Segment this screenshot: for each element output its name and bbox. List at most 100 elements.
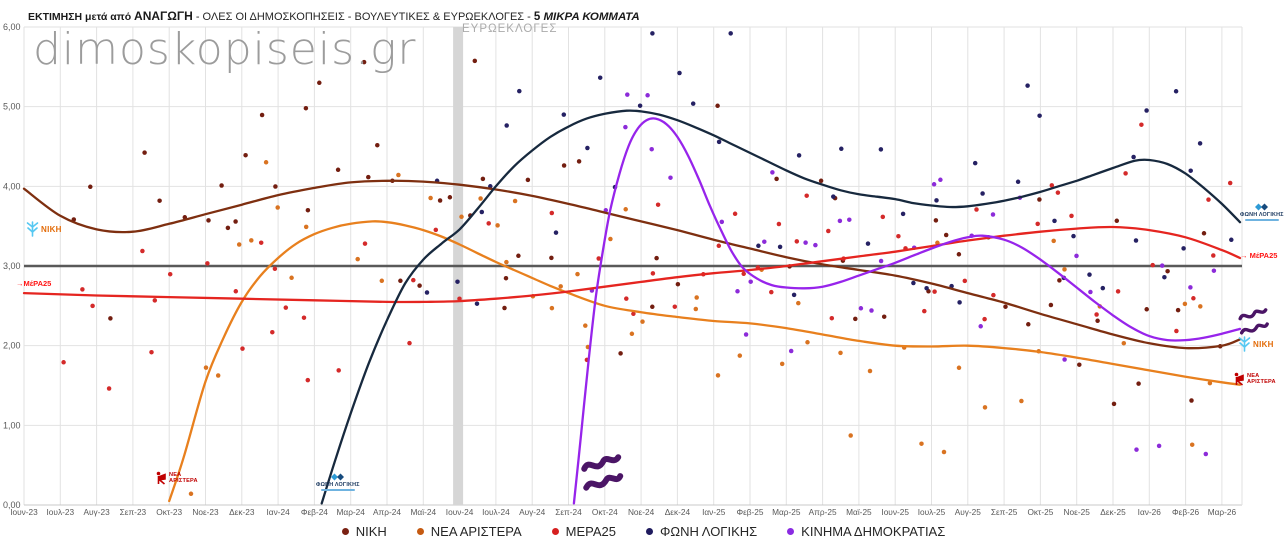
y-axis-labels: 0,00 1,00 2,00 3,00 4,00 5,00 6,00: [3, 22, 21, 510]
svg-text:Νοε-24: Νοε-24: [628, 507, 655, 517]
niki-bird-icon: [26, 221, 39, 237]
legend-item-4: ΦΩΝΗ ΛΟΓΙΚΗΣ: [646, 524, 757, 539]
svg-text:Μαρ-24: Μαρ-24: [336, 507, 365, 517]
scatter-2: [188, 160, 1213, 497]
svg-text:4,00: 4,00: [3, 181, 21, 191]
foni-logikis-label-right: ΦΩΝΗ ΛΟΓΙΚΗΣ: [1240, 203, 1284, 221]
niki-label-left: ΝΙΚΗ: [26, 221, 62, 237]
mera25-label-text: → ΜέΡΑ25: [1240, 251, 1278, 260]
kinima-scribble-icon: [1238, 308, 1269, 335]
svg-text:0,00: 0,00: [3, 500, 21, 510]
foni-logikis-eye-icon: [1255, 203, 1269, 211]
legend-item-5: ΚΙΝΗΜΑ ΔΗΜΟΚΡΑΤΙΑΣ: [787, 524, 945, 539]
scatter-1: [71, 58, 1223, 407]
legend-dot: [341, 528, 349, 535]
legend-label: ΜΕΡΑ25: [565, 524, 617, 539]
svg-text:Φεβ-25: Φεβ-25: [736, 507, 763, 517]
svg-text:Οκτ-25: Οκτ-25: [1027, 507, 1053, 517]
legend-item-3: ΜΕΡΑ25: [551, 524, 617, 539]
svg-text:6,00: 6,00: [3, 22, 21, 32]
title-anagogi: ΑΝΑΓΩΓΗ: [134, 9, 193, 23]
mera25-label-right: → ΜέΡΑ25: [1240, 251, 1277, 260]
svg-text:Δεκ-25: Δεκ-25: [1100, 507, 1126, 517]
svg-text:Ιαν-26: Ιαν-26: [1138, 507, 1162, 517]
niki-label-text: ΝΙΚΗ: [41, 224, 62, 234]
legend-dot: [551, 528, 559, 535]
svg-text:Δεκ-23: Δεκ-23: [229, 507, 255, 517]
svg-text:Σεπ-23: Σεπ-23: [120, 507, 147, 517]
nea-aristera-line1: ΝΕΑ: [1247, 372, 1260, 379]
chart-title: ΕΚΤΙΜΗΣΗ μετά από ΑΝΑΓΩΓΗ - ΟΛΕΣ ΟΙ ΔΗΜΟ…: [28, 7, 640, 25]
svg-text:Ιουν-24: Ιουν-24: [446, 507, 474, 517]
trend-line-2: [168, 220, 1242, 503]
legend-label: ΦΩΝΗ ΛΟΓΙΚΗΣ: [660, 524, 758, 539]
niki-label-text: ΝΙΚΗ: [1253, 339, 1274, 349]
svg-text:1,00: 1,00: [3, 420, 21, 430]
title-middle: - ΟΛΕΣ ΟΙ ΔΗΜΟΣΚΟΠΗΣΕΙΣ - ΒΟΥΛΕΥΤΙΚΕΣ & …: [192, 11, 534, 23]
svg-text:Ιουλ-24: Ιουλ-24: [482, 507, 510, 517]
legend-item-2: ΝΕΑ ΑΡΙΣΤΕΡΑ: [416, 524, 522, 539]
title-small-parties: ΜΙΚΡΑ ΚΟΜΜΑΤΑ: [540, 11, 640, 23]
nea-aristera-line2: ΑΡΙΣΤΕΡΑ: [1247, 378, 1276, 385]
svg-text:Ιαν-25: Ιαν-25: [702, 507, 726, 517]
svg-text:Φεβ-24: Φεβ-24: [301, 507, 328, 517]
niki-label-right: ΝΙΚΗ: [1238, 336, 1274, 352]
kinima-dimokratias-logo-left: [580, 452, 624, 498]
svg-text:Μαρ-26: Μαρ-26: [1208, 507, 1237, 517]
foni-logikis-sub-bar: [1244, 219, 1279, 221]
foni-logikis-sub-bar: [320, 489, 355, 491]
svg-text:Απρ-24: Απρ-24: [373, 507, 401, 517]
chart-legend: ΝΙΚΗ ΝΕΑ ΑΡΙΣΤΕΡΑ ΜΕΡΑ25 ΦΩΝΗ ΛΟΓΙΚΗΣ ΚΙΝΗΜΑ…: [0, 524, 1287, 539]
svg-text:Φεβ-26: Φεβ-26: [1172, 507, 1199, 517]
svg-text:Αυγ-24: Αυγ-24: [519, 507, 546, 517]
svg-text:Μαρ-25: Μαρ-25: [772, 507, 801, 517]
kinima-dimokratias-logo-right: [1237, 306, 1270, 341]
svg-text:Μαϊ-25: Μαϊ-25: [846, 507, 872, 517]
svg-text:Δεκ-24: Δεκ-24: [665, 507, 691, 517]
nea-aristera-figure-icon: [1234, 372, 1244, 386]
svg-text:3,00: 3,00: [3, 261, 21, 271]
title-count: 5: [533, 11, 541, 23]
svg-text:Νοε-23: Νοε-23: [192, 507, 219, 517]
svg-text:Απρ-25: Απρ-25: [809, 507, 837, 517]
nea-aristera-line2: ΑΡΙΣΤΕΡΑ: [169, 477, 198, 484]
svg-text:Ιουλ-25: Ιουλ-25: [918, 507, 946, 517]
euro-elections-band-label: ΕΥΡΩΕΚΛΟΓΕΣ: [462, 23, 558, 35]
scatter-3: [61, 122, 1233, 391]
kinima-scribble-icon: [581, 454, 624, 491]
foni-logikis-label-text: ΦΩΝΗ ΛΟΓΙΚΗΣ: [1240, 212, 1284, 218]
svg-text:Αυγ-25: Αυγ-25: [955, 507, 982, 517]
x-axis-labels: Ιουν-23 Ιουλ-23 Αυγ-23 Σεπ-23 Οκτ-23 Νοε-23 Δε…: [10, 507, 1236, 517]
legend-dot: [787, 528, 795, 535]
svg-text:Νοε-25: Νοε-25: [1064, 507, 1091, 517]
trend-line-5: [572, 117, 1242, 505]
svg-text:Ιουν-25: Ιουν-25: [881, 507, 909, 517]
watermark-dimoskopiseis: dimoskopiseis.gr: [33, 24, 417, 75]
nea-aristera-label-left: ΝΕΑ ΑΡΙΣΤΕΡΑ: [155, 471, 198, 486]
trend-line-4: [320, 109, 1242, 505]
title-prefix: ΕΚΤΙΜΗΣΗ μετά από: [28, 11, 135, 23]
nea-aristera-figure-icon: [156, 471, 166, 485]
foni-logikis-label-text: ΦΩΝΗ ΛΟΓΙΚΗΣ: [316, 482, 360, 488]
svg-text:Ιαν-24: Ιαν-24: [266, 507, 290, 517]
svg-text:Σεπ-25: Σεπ-25: [991, 507, 1018, 517]
svg-text:Σεπ-24: Σεπ-24: [555, 507, 582, 517]
nea-aristera-line1: ΝΕΑ: [169, 471, 182, 478]
mera25-label-left: →ΜέΡΑ25: [16, 279, 51, 288]
niki-bird-icon: [1238, 336, 1251, 352]
legend-dot: [416, 528, 424, 535]
svg-text:5,00: 5,00: [3, 102, 21, 112]
legend-dot: [646, 528, 654, 535]
svg-text:Οκτ-24: Οκτ-24: [592, 507, 618, 517]
mera25-label-text: →ΜέΡΑ25: [16, 279, 52, 288]
svg-text:Μαϊ-24: Μαϊ-24: [411, 507, 437, 517]
legend-label: ΝΙΚΗ: [355, 524, 387, 539]
legend-label: ΚΙΝΗΜΑ ΔΗΜΟΚΡΑΤΙΑΣ: [801, 524, 946, 539]
trend-line-1: [22, 179, 1242, 350]
foni-logikis-eye-icon: [331, 473, 345, 481]
svg-text:Οκτ-23: Οκτ-23: [156, 507, 182, 517]
legend-label: ΝΕΑ ΑΡΙΣΤΕΡΑ: [430, 524, 522, 539]
trend-line-3: [22, 225, 1242, 304]
svg-text:Ιουν-23: Ιουν-23: [10, 507, 38, 517]
